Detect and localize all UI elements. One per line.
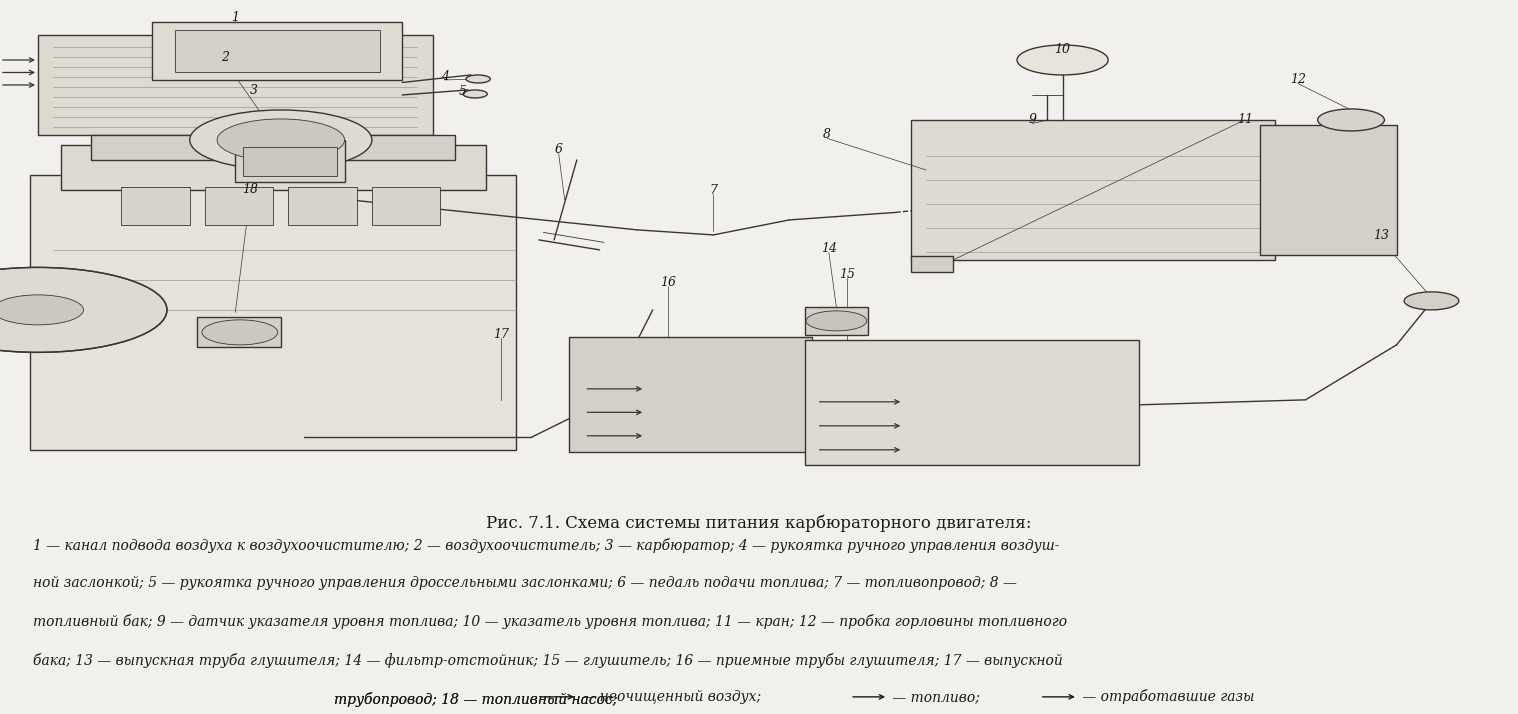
Bar bbox=[235, 140, 345, 183]
Text: 1 — канал подвода воздуха к воздухоочистителю; 2 — воздухоочиститель; 3 — карбюр: 1 — канал подвода воздуха к воздухоочист… bbox=[33, 538, 1060, 553]
Text: трубопровод; 18 — топливный насос;: трубопровод; 18 — топливный насос; bbox=[334, 691, 618, 707]
Text: 8: 8 bbox=[823, 129, 832, 141]
Circle shape bbox=[1017, 45, 1108, 75]
Text: — топливо;: — топливо; bbox=[888, 690, 981, 704]
Bar bbox=[91, 135, 455, 160]
Text: 4: 4 bbox=[440, 70, 449, 83]
Circle shape bbox=[806, 311, 867, 331]
Text: 9: 9 bbox=[1028, 114, 1037, 126]
Circle shape bbox=[190, 110, 372, 170]
Circle shape bbox=[463, 90, 487, 98]
Bar bbox=[152, 23, 402, 80]
Bar bbox=[243, 147, 337, 176]
Text: 11: 11 bbox=[1237, 114, 1252, 126]
Bar bbox=[805, 340, 1138, 465]
Circle shape bbox=[202, 320, 278, 345]
Bar bbox=[197, 317, 281, 347]
Bar bbox=[61, 145, 486, 190]
Bar bbox=[911, 256, 953, 272]
Circle shape bbox=[1404, 292, 1459, 310]
Bar bbox=[30, 175, 516, 450]
Text: Рис. 7.1. Схема системы питания карбюраторного двигателя:: Рис. 7.1. Схема системы питания карбюрат… bbox=[486, 515, 1032, 533]
Text: 12: 12 bbox=[1290, 74, 1305, 86]
Text: 18: 18 bbox=[243, 183, 258, 196]
Circle shape bbox=[0, 295, 83, 325]
Bar bbox=[911, 120, 1275, 260]
Text: 16: 16 bbox=[660, 276, 676, 289]
Text: 1: 1 bbox=[231, 11, 240, 24]
Text: трубопровод; 18 — топливный насос;: трубопровод; 18 — топливный насос; bbox=[334, 691, 618, 707]
Text: 7: 7 bbox=[709, 184, 718, 198]
Circle shape bbox=[217, 119, 345, 161]
Text: 17: 17 bbox=[493, 328, 509, 341]
Text: — отработавшие газы: — отработавшие газы bbox=[1078, 689, 1254, 705]
Circle shape bbox=[466, 75, 490, 83]
Text: 3: 3 bbox=[249, 84, 258, 98]
Text: 15: 15 bbox=[839, 268, 855, 281]
Text: 5: 5 bbox=[458, 85, 468, 98]
Bar bbox=[175, 30, 380, 73]
Text: бака; 13 — выпускная труба глушителя; 14 — фильтр-отстойник; 15 — глушитель; 16 : бака; 13 — выпускная труба глушителя; 14… bbox=[33, 653, 1063, 668]
Circle shape bbox=[1318, 109, 1384, 131]
Bar bbox=[38, 35, 433, 135]
Bar bbox=[569, 338, 812, 453]
Text: 2: 2 bbox=[220, 51, 229, 64]
Bar bbox=[288, 187, 357, 225]
Bar bbox=[1260, 125, 1397, 255]
Text: 13: 13 bbox=[1374, 229, 1389, 243]
Bar bbox=[205, 187, 273, 225]
Circle shape bbox=[0, 267, 167, 352]
Bar bbox=[372, 187, 440, 225]
Text: 10: 10 bbox=[1055, 44, 1070, 56]
Bar bbox=[805, 307, 868, 335]
Text: 6: 6 bbox=[554, 144, 563, 156]
Text: ной заслонкой; 5 — рукоятка ручного управления дроссельными заслонками; 6 — педа: ной заслонкой; 5 — рукоятка ручного упра… bbox=[33, 575, 1017, 590]
Text: — неочищенный воздух;: — неочищенный воздух; bbox=[577, 690, 761, 704]
Bar bbox=[121, 187, 190, 225]
Text: 14: 14 bbox=[821, 242, 836, 256]
Text: топливный бак; 9 — датчик указателя уровня топлива; 10 — указатель уровня топлив: топливный бак; 9 — датчик указателя уров… bbox=[33, 614, 1067, 630]
